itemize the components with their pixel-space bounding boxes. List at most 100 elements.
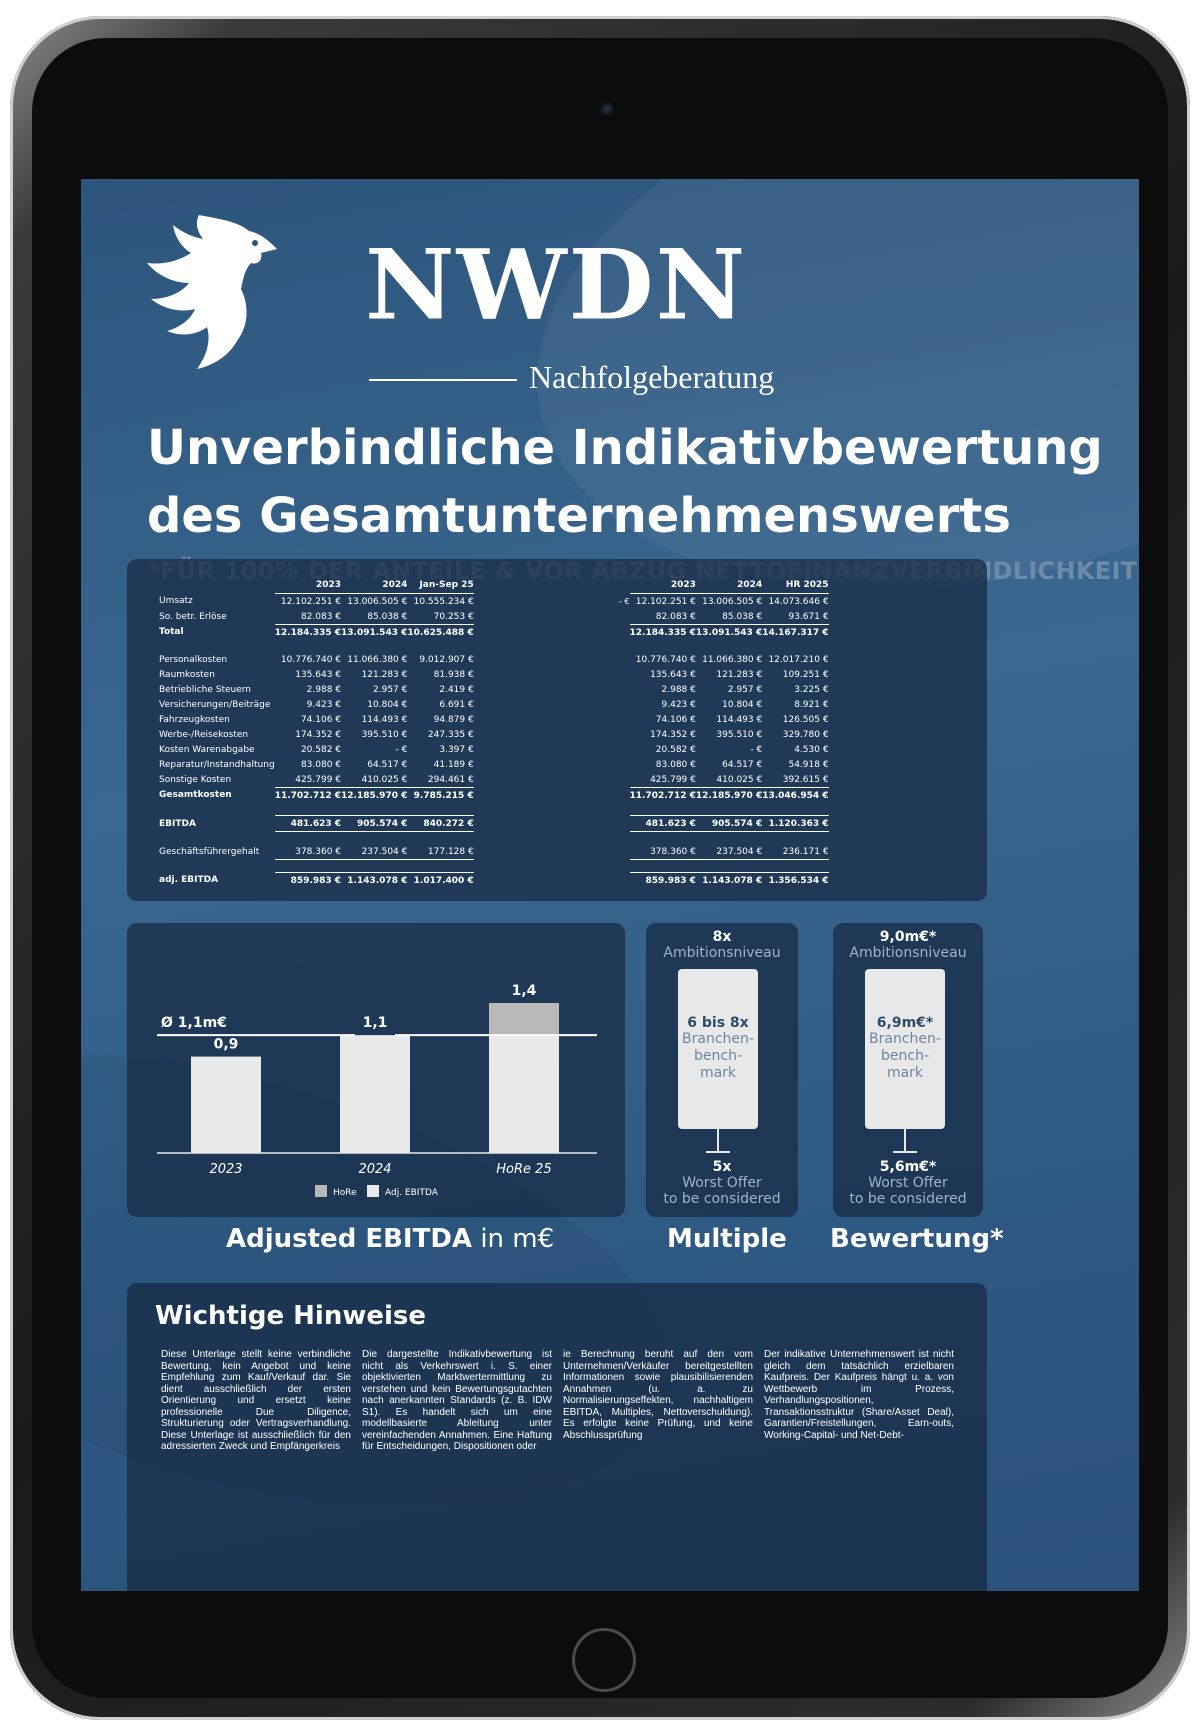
- document-screen: NWDN Nachfolgeberatung Unverbindliche In…: [81, 179, 1139, 1591]
- table-cell: 8.921 €: [794, 699, 829, 710]
- table-row: 378.360 €237.504 €236.171 €: [619, 844, 829, 860]
- table-cell: 94.879 €: [433, 714, 474, 725]
- table-cell: 54.918 €: [788, 759, 829, 770]
- table-cell: 840.272 €: [407, 815, 474, 832]
- row-marker: [619, 712, 630, 727]
- table-cell: 859.983 €: [629, 872, 696, 888]
- column-header: 2023: [274, 577, 342, 594]
- table-cell: 13.006.505 €: [347, 596, 408, 607]
- table-row: Gesamtkosten 11.702.712 €12.185.970 €9.78…: [159, 787, 474, 803]
- table-cell: 9.785.215 €: [407, 787, 474, 803]
- valuation-bottom-label-2: to be considered: [849, 1191, 967, 1207]
- table-cell: 237.504 €: [341, 844, 408, 860]
- table-row: Versicherungen/Beiträge 9.423 € 10.804 € 6.…: [159, 697, 474, 712]
- table-cell: 2.957 €: [727, 684, 763, 695]
- table-cell: 10.776.740 €: [280, 654, 342, 665]
- table-row: 10.776.740 € 11.066.380 € 12.017.210 €: [619, 652, 829, 667]
- table-cell: 83.080 €: [655, 759, 696, 770]
- table-cell: 81.938 €: [433, 669, 474, 680]
- ebitda-chart-panel: 0,9 2023 1,1 2024 1,4 HoRe 25 Ø 1,1m€ HoRe Adj. …: [127, 923, 625, 1217]
- table-row: Werbe-/Reisekosten 174.352 € 395.510 € 247.…: [159, 727, 474, 742]
- row-label: Kosten Warenabgabe: [159, 744, 255, 755]
- table-cell: 12.102.251 €: [280, 596, 342, 607]
- bar-adj-ebitda: [191, 1056, 261, 1153]
- multiple-bottom: 5x Worst Offer to be considered: [646, 1159, 798, 1207]
- row-label: Total: [159, 627, 184, 638]
- table-cell: 14.073.646 €: [768, 596, 829, 607]
- valuation-whisker-foot: [893, 1151, 917, 1153]
- table-cell: 392.615 €: [782, 774, 829, 785]
- table-cell: 237.504 €: [695, 844, 763, 860]
- table-cell: 395.510 €: [716, 729, 763, 740]
- financials-table-projection: 2023 2024 HR 2025 - € 12.102.251 € 13.006.505…: [619, 577, 829, 888]
- bar-adj-ebitda: [489, 1035, 559, 1153]
- table-cell: 126.505 €: [782, 714, 829, 725]
- brand-divider: [369, 379, 517, 381]
- bar-value-label: 1,1: [363, 1015, 388, 1031]
- table-cell: 10.555.234 €: [413, 596, 474, 607]
- table-row: 82.083 € 85.038 € 93.671 €: [619, 609, 829, 625]
- table-cell: 114.493 €: [716, 714, 763, 725]
- valuation-mid-label-1: Branchen-: [869, 1031, 941, 1047]
- table-row: Fahrzeugkosten 74.106 € 114.493 € 94.879 €: [159, 712, 474, 727]
- multiple-whisker-foot: [706, 1151, 730, 1153]
- column-header: 2024: [695, 577, 763, 594]
- multiple-caption: Multiple: [667, 1224, 787, 1254]
- table-cell: 9.423 €: [306, 699, 342, 710]
- row-label: Werbe-/Reisekosten: [159, 729, 249, 740]
- table-cell: 12.184.335 €: [629, 624, 696, 640]
- table-cell: - €: [395, 744, 408, 755]
- notes-panel: Wichtige Hinweise Diese Unterlage stellt…: [127, 1283, 987, 1591]
- home-button[interactable]: [572, 1628, 636, 1692]
- table-row: 74.106 € 114.493 € 126.505 €: [619, 712, 829, 727]
- table-row: - € 12.102.251 € 13.006.505 € 14.073.646 €: [619, 594, 829, 610]
- row-label: EBITDA: [159, 818, 196, 829]
- valuation-mid-label-3: mark: [886, 1065, 924, 1081]
- table-cell: 410.025 €: [716, 774, 763, 785]
- table-cell: 85.038 €: [367, 611, 408, 622]
- valuation-caption: Bewertung*: [830, 1224, 1004, 1254]
- legend-swatch-hore: [315, 1185, 327, 1197]
- table-cell: 1.143.078 €: [341, 872, 408, 888]
- table-cell: 174.352 €: [650, 729, 696, 740]
- column-header: 2024: [341, 577, 408, 594]
- multiple-mid-label-2: bench-: [694, 1048, 742, 1064]
- legend-label: Adj. EBITDA: [385, 1188, 439, 1198]
- table-row: 135.643 € 121.283 € 109.251 €: [619, 667, 829, 682]
- table-cell: 13.046.954 €: [762, 787, 829, 803]
- table-cell: 3.225 €: [794, 684, 829, 695]
- table-row: Personalkosten 10.776.740 € 11.066.380 € 9.…: [159, 652, 474, 667]
- table-cell: 10.776.740 €: [635, 654, 696, 665]
- table-cell: 85.038 €: [722, 611, 763, 622]
- table-cell: 247.335 €: [427, 729, 474, 740]
- table-row: 425.799 € 410.025 € 392.615 €: [619, 772, 829, 788]
- table-cell: 905.574 €: [695, 815, 763, 832]
- valuation-top-value: 9,0m€*: [879, 929, 937, 945]
- row-marker: [619, 727, 630, 742]
- valuation-panel: 9,0m€* Ambitionsniveau 6,9m€* Branchen- …: [833, 923, 983, 1217]
- table-cell: 70.253 €: [433, 611, 474, 622]
- brand-subtitle: Nachfolgeberatung: [529, 359, 775, 395]
- row-label: Reparatur/Instandhaltung: [159, 759, 275, 770]
- table-cell: 425.799 €: [650, 774, 696, 785]
- row-label: Fahrzeugkosten: [159, 714, 230, 725]
- table-cell: 236.171 €: [762, 844, 829, 860]
- ebitda-caption-bold: Adjusted EBITDA: [226, 1224, 473, 1254]
- multiple-panel: 8x Ambitionsniveau 6 bis 8x Branchen- be…: [646, 923, 798, 1217]
- table-cell: 64.517 €: [722, 759, 763, 770]
- row-marker: [619, 667, 630, 682]
- row-marker: [619, 772, 630, 788]
- table-row: Kosten Warenabgabe 20.582 € - € 3.397 €: [159, 742, 474, 757]
- table-cell: 9.423 €: [661, 699, 696, 710]
- row-marker: [619, 816, 630, 832]
- row-label: Personalkosten: [159, 654, 228, 665]
- table-cell: 425.799 €: [295, 774, 342, 785]
- multiple-bottom-label-1: Worst Offer: [682, 1175, 762, 1191]
- ebitda-caption-unit: in m€: [472, 1224, 555, 1254]
- multiple-bottom-label-2: to be considered: [663, 1191, 781, 1207]
- table-cell: 12.102.251 €: [635, 596, 696, 607]
- table-cell: 1.356.534 €: [762, 872, 829, 888]
- table-row: Umsatz 12.102.251 € 13.006.505 € 10.555.234…: [159, 594, 474, 610]
- bar-hore-segment: [489, 1003, 559, 1036]
- table-row: 2.988 € 2.957 € 3.225 €: [619, 682, 829, 697]
